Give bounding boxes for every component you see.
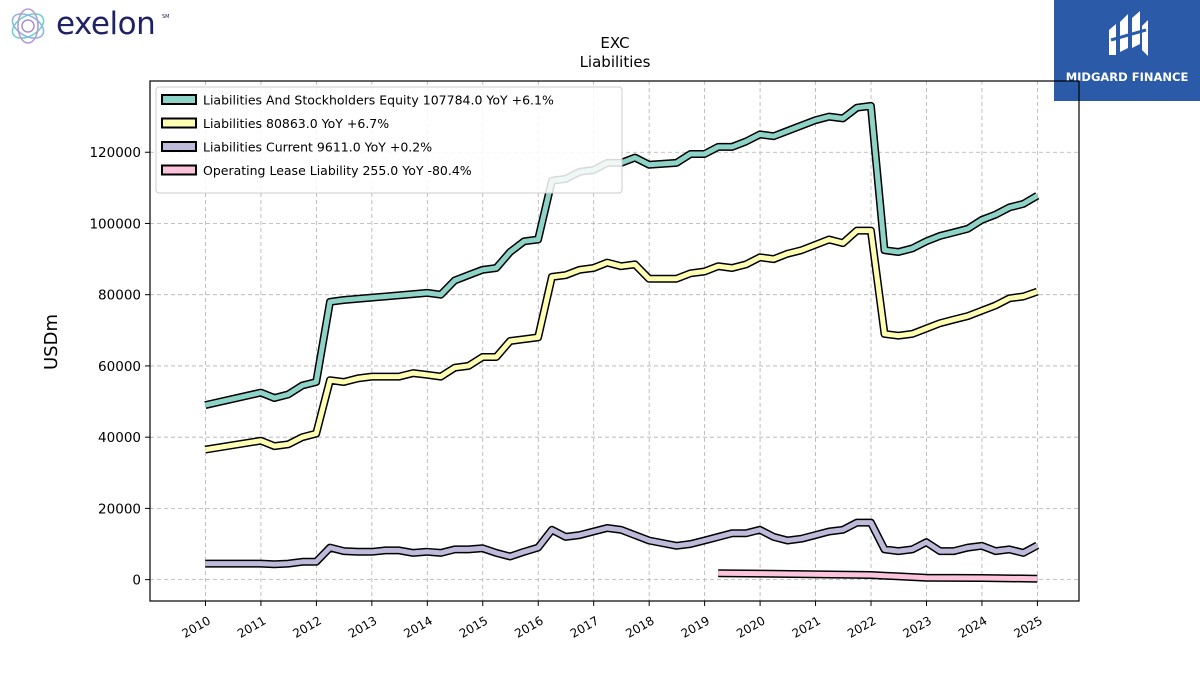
- y-tick-label: 0: [132, 573, 141, 589]
- x-tick-label: 2018: [623, 613, 656, 640]
- y-axis-ticks: 0 20000 40000 60000 80000 100000 120000: [89, 145, 150, 589]
- y-axis-label: USDm: [41, 314, 62, 370]
- y-tick-label: 60000: [98, 359, 141, 375]
- y-tick-label: 120000: [89, 145, 141, 161]
- midgard-finance-wordmark: MIDGARD FINANCE: [1065, 70, 1189, 84]
- y-tick-label: 40000: [98, 430, 141, 446]
- chart-title: EXC: [600, 34, 629, 52]
- x-tick-label: 2011: [235, 613, 268, 640]
- legend-label: Operating Lease Liability 255.0 YoY -80.…: [203, 163, 472, 178]
- exelon-service-mark: SM: [162, 14, 170, 20]
- x-tick-label: 2013: [346, 613, 379, 640]
- x-tick-label: 2019: [679, 613, 712, 640]
- legend-swatch: [161, 141, 197, 152]
- legend-swatch: [161, 164, 197, 176]
- x-tick-label: 2020: [734, 613, 767, 640]
- x-tick-label: 2012: [290, 613, 323, 640]
- series-outline: [204, 226, 1039, 454]
- x-tick-label: 2017: [568, 613, 601, 640]
- x-tick-label: 2022: [845, 613, 878, 640]
- midgard-monogram-icon: [1109, 11, 1148, 56]
- x-tick-label: 2023: [901, 613, 934, 640]
- chart-subtitle: Liabilities: [580, 53, 651, 71]
- exelon-logo: exelon SM: [6, 4, 206, 48]
- y-tick-label: 20000: [98, 501, 141, 517]
- x-axis-ticks: 2010 2011 2012 2013 2014 2015 2016 2017 2018 2019…: [180, 601, 1045, 641]
- x-tick-label: 2015: [457, 613, 490, 640]
- x-tick-label: 2010: [180, 613, 213, 640]
- x-tick-label: 2024: [956, 613, 989, 640]
- exelon-swirl-icon: [11, 8, 45, 44]
- series-line: [205, 520, 1039, 567]
- x-tick-label: 2021: [790, 613, 823, 640]
- series-line: [204, 103, 1039, 408]
- x-tick-label: 2016: [512, 613, 545, 640]
- legend-swatch: [161, 117, 197, 129]
- x-tick-label: 2014: [401, 613, 434, 640]
- series-line: [718, 570, 1038, 582]
- legend-box: [155, 86, 623, 194]
- series-line: [204, 228, 1039, 453]
- midgard-finance-logo: MIDGARD FINANCE: [1054, 0, 1200, 101]
- plot-frame: [149, 80, 1080, 602]
- legend-label: Liabilities And Stockholders Equity 1077…: [203, 93, 554, 108]
- x-tick-label: 2025: [1011, 613, 1044, 640]
- legend-label: Liabilities 80863.0 YoY +6.7%: [203, 116, 389, 131]
- legend-swatch: [161, 94, 197, 105]
- series-lines: [204, 101, 1040, 583]
- legend: Liabilities And Stockholders Equity 1077…: [155, 86, 623, 194]
- legend-label: Liabilities Current 9611.0 YoY +0.2%: [203, 140, 432, 155]
- y-tick-label: 80000: [98, 288, 141, 304]
- exelon-wordmark: exelon: [56, 6, 156, 42]
- y-tick-label: 100000: [89, 216, 141, 232]
